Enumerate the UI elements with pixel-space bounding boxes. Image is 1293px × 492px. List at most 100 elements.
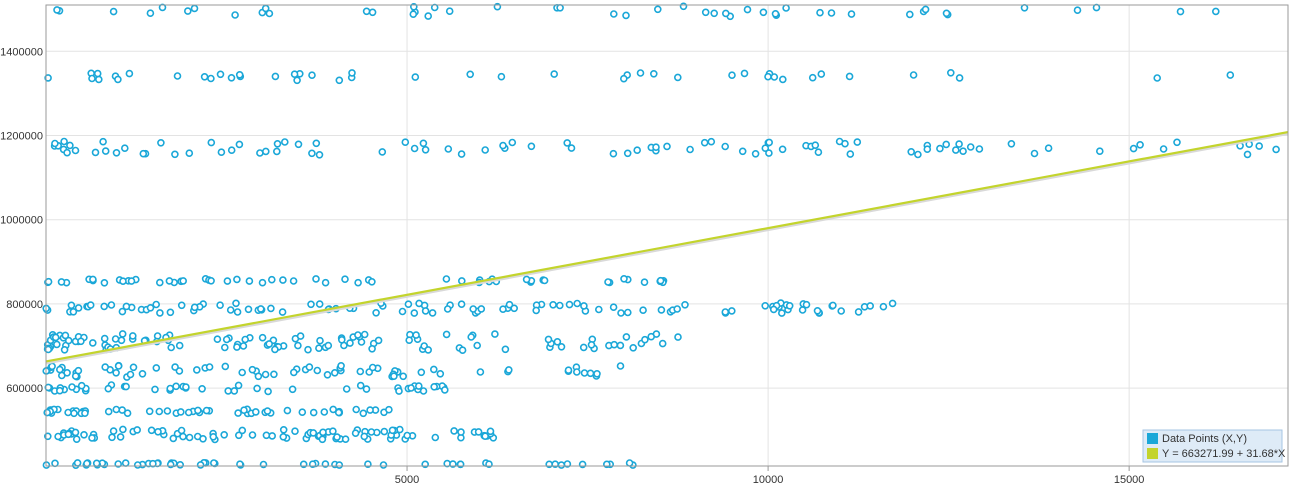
data-point xyxy=(205,363,214,371)
grid-lines xyxy=(46,5,1288,466)
data-point xyxy=(457,300,466,309)
data-point xyxy=(213,335,222,344)
data-point xyxy=(504,366,513,374)
data-point xyxy=(279,432,288,441)
data-point xyxy=(412,331,420,339)
data-point xyxy=(814,148,823,156)
data-point xyxy=(235,71,244,79)
data-point xyxy=(410,144,419,153)
data-point xyxy=(73,459,82,467)
data-point xyxy=(86,301,95,309)
data-point xyxy=(329,427,337,436)
data-point xyxy=(118,307,127,316)
data-point xyxy=(445,7,454,15)
data-point xyxy=(686,145,694,154)
data-point xyxy=(409,10,418,18)
data-point xyxy=(1030,149,1039,158)
data-point xyxy=(905,10,914,19)
data-point xyxy=(234,381,243,390)
data-point xyxy=(640,278,649,287)
data-point xyxy=(510,304,519,313)
data-point xyxy=(167,343,175,352)
data-point xyxy=(149,459,157,468)
data-point xyxy=(312,139,321,148)
data-point xyxy=(563,139,572,147)
data-point xyxy=(362,7,371,16)
data-point xyxy=(166,308,175,317)
data-point xyxy=(43,408,52,417)
data-point xyxy=(378,148,387,156)
data-point xyxy=(421,146,430,154)
data-point xyxy=(293,76,301,85)
data-point xyxy=(330,368,339,377)
data-point xyxy=(294,341,302,350)
data-point xyxy=(636,69,645,77)
data-point xyxy=(107,301,116,309)
data-point xyxy=(226,306,235,314)
data-point xyxy=(335,461,344,469)
data-point xyxy=(653,5,662,14)
data-point xyxy=(60,137,68,146)
data-point xyxy=(879,302,888,311)
data-point xyxy=(190,4,199,13)
data-point xyxy=(399,372,408,381)
data-point xyxy=(1007,140,1016,148)
data-point xyxy=(477,305,486,313)
data-point xyxy=(121,144,129,152)
data-point xyxy=(146,303,155,312)
data-point xyxy=(288,385,297,394)
data-point xyxy=(289,277,298,285)
data-point xyxy=(259,460,268,469)
data-point xyxy=(580,369,589,377)
data-point xyxy=(616,341,625,350)
data-point xyxy=(81,409,89,418)
data-point xyxy=(321,278,330,287)
legend: Data Points (X,Y) Y = 663271.99 + 31.68*… xyxy=(1142,429,1286,463)
data-point xyxy=(61,331,70,340)
data-point xyxy=(573,299,582,308)
data-point xyxy=(649,70,658,78)
y-tick-label: 1200000 xyxy=(0,131,43,143)
data-point xyxy=(442,330,451,339)
data-point xyxy=(1272,145,1280,154)
data-point xyxy=(111,335,120,343)
data-point xyxy=(817,70,826,78)
data-point xyxy=(609,149,618,158)
data-point xyxy=(324,341,333,350)
data-point xyxy=(505,300,514,309)
data-point xyxy=(346,339,354,347)
data-point xyxy=(419,139,428,148)
data-point xyxy=(210,459,218,467)
data-point xyxy=(227,74,236,82)
data-point xyxy=(241,335,249,344)
data-point xyxy=(114,75,122,84)
data-point xyxy=(309,429,318,437)
data-point xyxy=(163,407,172,415)
data-point xyxy=(319,428,327,437)
data-point xyxy=(185,149,194,157)
data-point xyxy=(481,432,490,441)
data-point xyxy=(261,4,270,13)
data-point xyxy=(304,345,312,354)
data-point xyxy=(158,3,167,12)
data-point xyxy=(727,307,736,315)
data-point xyxy=(121,459,130,467)
data-point xyxy=(557,461,566,469)
data-point xyxy=(151,385,159,394)
data-point xyxy=(77,381,86,390)
data-point xyxy=(942,9,951,18)
x-tick-label: 10000 xyxy=(753,474,784,486)
data-point xyxy=(101,363,109,371)
data-point xyxy=(119,425,127,434)
data-point xyxy=(457,277,466,285)
data-point xyxy=(743,5,752,14)
data-point xyxy=(333,433,341,441)
data-point xyxy=(100,302,108,311)
data-point xyxy=(565,300,574,309)
data-point xyxy=(663,142,671,151)
data-point xyxy=(202,406,211,415)
data-point xyxy=(398,307,407,316)
regression-line xyxy=(45,130,1289,365)
data-point xyxy=(721,142,730,151)
